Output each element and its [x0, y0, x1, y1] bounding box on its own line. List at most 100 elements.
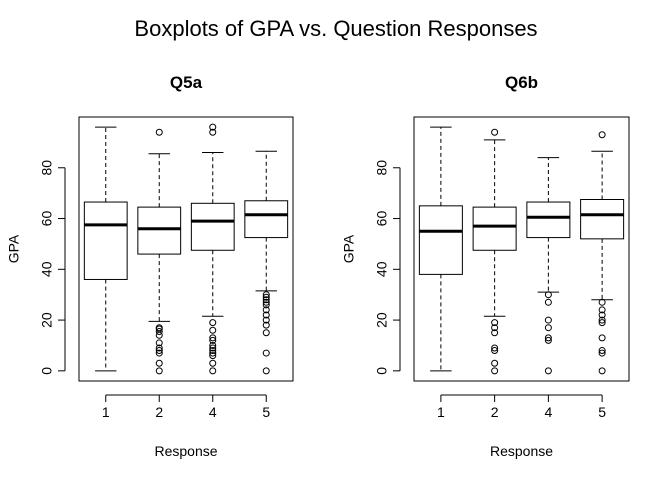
box-5: [580, 131, 625, 375]
outlier-point: [262, 293, 270, 301]
y-tick-label: 60: [39, 211, 55, 227]
box-iqr: [83, 201, 128, 280]
y-tick-label: 40: [374, 261, 390, 277]
outlier-point: [491, 128, 499, 136]
outlier-point: [544, 324, 552, 332]
outlier-point: [598, 349, 606, 357]
outlier-point: [491, 344, 499, 352]
outlier-point: [491, 359, 499, 367]
outlier-point: [155, 331, 163, 339]
box-iqr: [526, 201, 571, 239]
outlier-point: [209, 336, 217, 344]
outlier-point: [544, 336, 552, 344]
outlier-point: [262, 329, 270, 337]
x-tick-label: 5: [598, 404, 606, 420]
outlier-point: [598, 311, 606, 319]
outlier-point: [155, 128, 163, 136]
x-axis-label: Response: [154, 443, 217, 459]
panel-q6b: Q6b 0 20 40 60 80 1 2 4 5 Response GPA: [341, 73, 630, 459]
outlier-point: [544, 334, 552, 342]
box-4: [526, 157, 571, 375]
box-2: [472, 128, 517, 375]
outlier-point: [491, 367, 499, 375]
outlier-point: [262, 298, 270, 306]
box-iqr: [580, 199, 625, 240]
outlier-point: [262, 301, 270, 309]
y-axis-label: GPA: [6, 234, 22, 263]
panel-title: Q5a: [170, 73, 203, 92]
outlier-point: [155, 339, 163, 347]
outlier-point: [209, 326, 217, 334]
outlier-point: [262, 311, 270, 319]
x-tick-label: 5: [262, 404, 270, 420]
box-iqr: [472, 206, 517, 251]
outlier-point: [262, 291, 270, 299]
outlier-point: [598, 316, 606, 324]
plot-frame: [78, 116, 294, 382]
y-tick-label: 80: [39, 160, 55, 176]
outlier-point: [262, 306, 270, 314]
box-4: [190, 123, 235, 375]
y-tick-label: 0: [39, 367, 55, 375]
outlier-point: [598, 319, 606, 327]
box-iqr: [137, 206, 182, 255]
outlier-point: [544, 291, 552, 299]
outlier-point: [544, 298, 552, 306]
outlier-point: [262, 316, 270, 324]
x-axis-label: Response: [490, 443, 553, 459]
outlier-point: [155, 347, 163, 355]
outlier-point: [544, 316, 552, 324]
outlier-point: [544, 367, 552, 375]
outlier-point: [209, 341, 217, 349]
outlier-point: [155, 328, 163, 335]
outlier-point: [209, 347, 217, 355]
outlier-point: [209, 359, 217, 367]
outlier-point: [209, 367, 217, 375]
outlier-point: [598, 306, 606, 314]
box-1: [418, 126, 463, 372]
x-tick-label: 4: [209, 404, 217, 420]
plot-frame: [413, 116, 630, 382]
panel-q5a: Q5a 0 20 40 60 80 1 2 4 5 Response GPA: [6, 73, 294, 459]
x-tick-label: 4: [544, 404, 552, 420]
x-tick-label: 1: [102, 404, 110, 420]
outlier-point: [598, 131, 606, 139]
outlier-point: [209, 352, 217, 360]
y-tick-label: 60: [374, 211, 390, 227]
outlier-point: [155, 344, 163, 352]
box-1: [83, 126, 128, 372]
outlier-point: [262, 367, 270, 375]
box-iqr: [244, 200, 289, 239]
y-tick-label: 40: [39, 261, 55, 277]
outlier-point: [209, 319, 217, 327]
box-2: [137, 128, 182, 375]
outlier-point: [155, 367, 163, 375]
outlier-point: [598, 367, 606, 375]
outlier-point: [155, 349, 163, 357]
box-iqr: [418, 205, 463, 275]
outlier-point: [491, 324, 499, 332]
outlier-point: [491, 329, 499, 337]
x-tick-label: 2: [491, 404, 499, 420]
outlier-point: [598, 298, 606, 306]
y-tick-label: 20: [374, 312, 390, 328]
outlier-point: [209, 128, 217, 136]
y-tick-label: 0: [374, 367, 390, 375]
x-tick-label: 2: [155, 404, 163, 420]
outlier-point: [598, 334, 606, 342]
figure-title: Boxplots of GPA vs. Question Responses: [134, 16, 537, 41]
y-tick-label: 80: [374, 160, 390, 176]
box-iqr: [190, 202, 235, 251]
outlier-point: [209, 349, 217, 357]
box-5: [244, 150, 289, 375]
y-tick-label: 20: [39, 312, 55, 328]
outlier-point: [491, 319, 499, 327]
x-tick-label: 1: [437, 404, 445, 420]
y-axis-label: GPA: [341, 234, 357, 263]
outlier-point: [262, 321, 270, 329]
outlier-point: [209, 344, 217, 352]
outlier-point: [598, 347, 606, 355]
outlier-point: [262, 296, 270, 304]
